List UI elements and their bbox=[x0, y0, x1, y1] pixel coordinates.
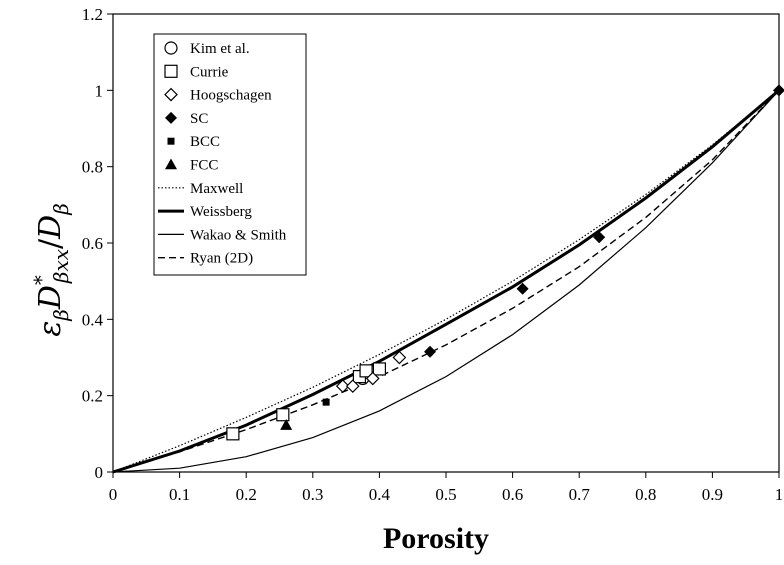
legend-item-bcc: BCC bbox=[167, 134, 220, 150]
legend-label: Ryan (2D) bbox=[190, 251, 253, 267]
legend-label: FCC bbox=[190, 158, 218, 174]
x-tick-label: 1 bbox=[775, 485, 784, 504]
data-point-sc bbox=[516, 282, 529, 295]
legend-symbol bbox=[165, 158, 177, 170]
legend-item-maxwell: Maxwell bbox=[158, 181, 243, 197]
data-point-currie bbox=[372, 362, 386, 376]
x-tick-label: 0.1 bbox=[169, 485, 190, 504]
y-label-d1: D bbox=[33, 285, 68, 310]
x-tick-label: 0.3 bbox=[302, 485, 323, 504]
data-point-hoogschagen bbox=[345, 379, 360, 393]
x-tick-label: 0.4 bbox=[369, 485, 391, 504]
legend-label: Currie bbox=[190, 64, 229, 80]
legend-item-kim-et-al: Kim et al. bbox=[164, 41, 250, 57]
data-point-hoogschagen bbox=[335, 379, 350, 393]
y-tick-label: 0 bbox=[95, 463, 104, 482]
data-point-sc bbox=[773, 84, 784, 97]
tick-layer: 0 0.1 0.2 0.3 0.4 0.5 0.6 0.7 0.8 0.9 1 0 0.2 0.4 0.6 0… bbox=[82, 5, 784, 504]
data-point-hoogschagen bbox=[392, 350, 407, 365]
y-tick-label: 0.4 bbox=[82, 310, 104, 329]
x-tick-label: 0 bbox=[109, 485, 118, 504]
legend-item-fcc: FCC bbox=[165, 158, 218, 174]
legend-item-weissberg: Weissberg bbox=[158, 204, 252, 220]
y-label-eps-sub: β bbox=[49, 309, 73, 322]
legend: Kim et al. Currie Hoogschagen SC BCC FCC Maxwe… bbox=[153, 33, 307, 276]
legend-label: Maxwell bbox=[190, 181, 243, 197]
svg-text:εβD*βxx/Dβ: εβD*βxx/Dβ bbox=[29, 203, 73, 337]
y-label-d2-sub: β bbox=[49, 203, 73, 216]
series-line-wakao-smith bbox=[112, 89, 780, 473]
data-point-bcc bbox=[322, 398, 330, 406]
data-point-sc bbox=[424, 345, 437, 358]
legend-symbol bbox=[164, 64, 178, 78]
legend-symbol bbox=[164, 41, 178, 55]
series-line-ryan-2d bbox=[112, 89, 780, 473]
legend-item-currie: Currie bbox=[164, 64, 229, 80]
legend-label: BCC bbox=[190, 134, 220, 150]
y-label-eps: ε bbox=[33, 321, 68, 337]
legend-item-wakao-smith: Wakao & Smith bbox=[158, 227, 287, 243]
y-tick-label: 0.2 bbox=[82, 387, 103, 406]
legend-label: Hoogschagen bbox=[190, 88, 272, 104]
series-line-weissberg bbox=[112, 89, 780, 474]
x-tick-label: 0.2 bbox=[236, 485, 257, 504]
legend-item-ryan-2d: Ryan (2D) bbox=[158, 251, 253, 267]
y-tick-label: 1.2 bbox=[82, 5, 103, 24]
legend-label: Wakao & Smith bbox=[190, 227, 287, 243]
data-point-fcc bbox=[280, 419, 293, 430]
x-tick-label: 0.9 bbox=[702, 485, 723, 504]
y-label-d2: D bbox=[33, 215, 68, 240]
y-tick-label: 1 bbox=[95, 81, 104, 100]
y-axis-label: εβD*βxx/Dβ bbox=[29, 203, 73, 337]
series-line-maxwell bbox=[112, 89, 780, 473]
data-point-currie bbox=[226, 427, 240, 441]
data-point-sc bbox=[593, 231, 606, 244]
data-point-hoogschagen bbox=[365, 371, 380, 386]
y-tick-label: 0.6 bbox=[82, 234, 103, 253]
legend-item-sc: SC bbox=[165, 111, 208, 127]
legend-symbol bbox=[165, 111, 177, 124]
data-point-currie bbox=[359, 364, 373, 378]
series-layer bbox=[112, 84, 784, 474]
legend-label: SC bbox=[190, 111, 208, 127]
legend-symbol bbox=[167, 137, 175, 145]
x-tick-label: 0.5 bbox=[435, 485, 456, 504]
legend-symbol bbox=[164, 87, 178, 102]
legend-label: Kim et al. bbox=[190, 41, 250, 57]
y-label-slash: / bbox=[33, 238, 68, 249]
data-point-currie bbox=[276, 408, 290, 422]
legend-item-hoogschagen: Hoogschagen bbox=[164, 87, 272, 104]
x-tick-label: 0.6 bbox=[502, 485, 523, 504]
legend-label: Weissberg bbox=[190, 204, 252, 220]
x-tick-label: 0.7 bbox=[569, 485, 591, 504]
y-label-d1-sub: βxx bbox=[49, 249, 73, 284]
y-label-star: * bbox=[29, 275, 53, 285]
x-axis-label: Porosity bbox=[383, 522, 489, 555]
x-tick-label: 0.8 bbox=[635, 485, 656, 504]
y-tick-label: 0.8 bbox=[82, 158, 103, 177]
